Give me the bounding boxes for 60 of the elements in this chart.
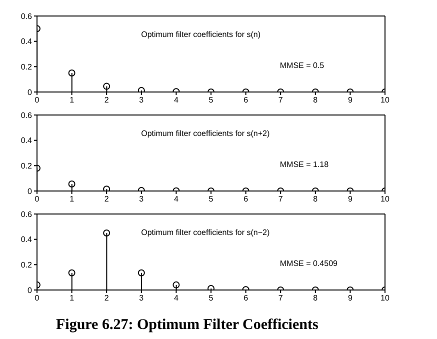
x-tick-label: 3	[139, 294, 144, 303]
x-tick-label: 3	[139, 96, 144, 105]
x-tick-label: 6	[244, 96, 249, 105]
y-tick-label: 0.2	[20, 162, 33, 171]
y-tick-label: 0.4	[20, 235, 33, 244]
x-tick-label: 8	[313, 194, 318, 204]
annotation: MMSE = 0.5	[280, 61, 324, 70]
x-tick-label: 10	[380, 294, 390, 303]
x-tick-label: 9	[348, 294, 353, 303]
x-tick-label: 0	[34, 194, 40, 204]
x-tick-label: 7	[278, 294, 284, 303]
annotation: MMSE = 1.18	[280, 160, 329, 170]
x-tick-label: 3	[139, 194, 144, 204]
x-tick-label: 4	[174, 96, 179, 105]
x-tick-label: 9	[348, 96, 353, 105]
x-tick-label: 8	[313, 294, 318, 303]
x-tick-label: 7	[278, 194, 284, 204]
x-tick-label: 7	[278, 96, 284, 105]
x-tick-label: 8	[313, 96, 318, 105]
y-tick-label: 0.6	[20, 12, 33, 21]
y-tick-label: 0.4	[20, 37, 33, 46]
x-tick-label: 4	[174, 294, 179, 303]
y-tick-label: 0.2	[20, 260, 33, 270]
y-tick-label: 0.6	[20, 210, 33, 219]
annotation: Optimum filter coefficients for s(n)	[141, 30, 261, 40]
y-tick-label: 0.4	[20, 136, 33, 146]
x-tick-label: 5	[208, 194, 214, 204]
point	[138, 269, 145, 276]
point	[208, 284, 214, 290]
x-tick-label: 2	[104, 194, 110, 204]
annotation: MMSE = 0.4509	[280, 259, 338, 268]
y-tick-label: 0.6	[20, 110, 33, 120]
point	[68, 269, 76, 276]
x-tick-label: 5	[208, 96, 214, 105]
x-tick-label: 4	[174, 194, 179, 204]
x-tick-label: 1	[70, 194, 75, 204]
y-tick-label: 0	[28, 286, 33, 295]
y-tick-label: 0	[28, 186, 33, 196]
point	[138, 86, 145, 92]
x-tick-label: 2	[104, 96, 110, 105]
x-tick-label: 1	[70, 96, 75, 105]
point	[103, 82, 110, 90]
y-tick-label: 0	[28, 88, 33, 97]
x-tick-label: 10	[380, 96, 390, 105]
x-tick-label: 9	[348, 194, 353, 204]
x-tick-label: 0	[34, 96, 40, 105]
x-tick-label: 6	[244, 194, 249, 204]
x-tick-label: 1	[70, 294, 75, 303]
x-tick-label: 0	[34, 294, 40, 303]
y-tick-label: 0.2	[20, 62, 33, 72]
x-tick-label: 10	[380, 194, 390, 204]
caption: Figure 6.27: Optimum Filter Coefficients	[56, 317, 320, 334]
annotation: Optimum filter coefficients for s(n+2)	[141, 129, 270, 138]
x-tick-label: 6	[244, 294, 249, 303]
x-tick-label: 5	[208, 294, 214, 303]
annotation: Optimum filter coefficients for s(n−2)	[141, 228, 270, 238]
point	[68, 70, 76, 76]
x-tick-label: 2	[104, 294, 110, 303]
point	[172, 281, 180, 288]
point	[103, 230, 110, 236]
